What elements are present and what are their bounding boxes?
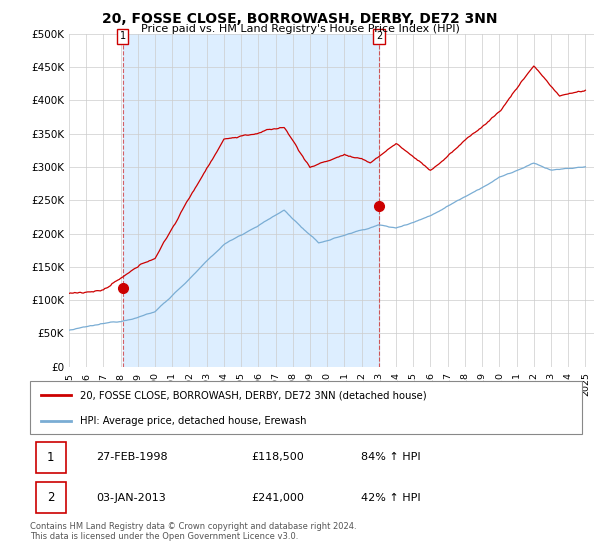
Text: Contains HM Land Registry data © Crown copyright and database right 2024.
This d: Contains HM Land Registry data © Crown c… [30, 522, 356, 542]
Bar [35, 442, 66, 473]
Bar [35, 482, 66, 513]
Text: 20, FOSSE CLOSE, BORROWASH, DERBY, DE72 3NN (detached house): 20, FOSSE CLOSE, BORROWASH, DERBY, DE72 … [80, 390, 427, 400]
Text: 2: 2 [47, 491, 55, 504]
Text: 84% ↑ HPI: 84% ↑ HPI [361, 452, 421, 462]
Text: 27-FEB-1998: 27-FEB-1998 [96, 452, 168, 462]
Text: HPI: Average price, detached house, Erewash: HPI: Average price, detached house, Erew… [80, 416, 306, 426]
Bar [123, 34, 379, 367]
Text: £241,000: £241,000 [251, 493, 304, 503]
Text: 1: 1 [119, 31, 126, 41]
Text: 03-JAN-2013: 03-JAN-2013 [96, 493, 166, 503]
Text: 2: 2 [376, 31, 382, 41]
Text: 42% ↑ HPI: 42% ↑ HPI [361, 493, 421, 503]
Text: 20, FOSSE CLOSE, BORROWASH, DERBY, DE72 3NN: 20, FOSSE CLOSE, BORROWASH, DERBY, DE72 … [102, 12, 498, 26]
Text: £118,500: £118,500 [251, 452, 304, 462]
Text: Price paid vs. HM Land Registry's House Price Index (HPI): Price paid vs. HM Land Registry's House … [140, 24, 460, 34]
Text: 1: 1 [47, 451, 55, 464]
